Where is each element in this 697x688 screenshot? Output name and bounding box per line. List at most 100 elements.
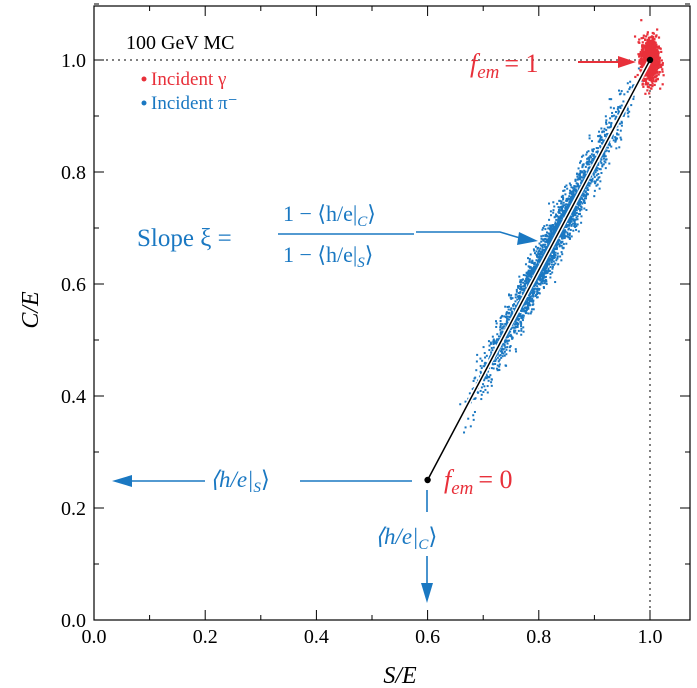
pion-point <box>514 320 517 323</box>
pion-point <box>541 244 544 247</box>
pion-point <box>512 307 515 310</box>
pion-point <box>573 187 576 190</box>
pion-point <box>570 215 573 218</box>
pion-point <box>519 313 522 316</box>
pion-point <box>515 288 518 291</box>
pion-point <box>517 292 520 295</box>
pion-point <box>564 212 567 215</box>
pion-point <box>586 160 589 163</box>
pion-point <box>502 352 505 355</box>
pion-point <box>529 274 532 277</box>
x-tick-label: 1.0 <box>638 626 663 648</box>
pion-point <box>515 322 518 325</box>
pion-point <box>576 201 579 204</box>
pion-point <box>526 300 529 303</box>
pion-point <box>573 209 576 212</box>
x-axis-label: S/E <box>383 663 417 688</box>
pion-point <box>586 183 589 186</box>
pion-point <box>499 317 502 320</box>
pion-point <box>521 319 524 322</box>
pion-point <box>544 248 547 251</box>
pion-point <box>540 278 543 281</box>
gamma-point <box>655 57 658 61</box>
pion-point <box>600 136 603 139</box>
pion-point <box>524 282 527 285</box>
pion-point <box>618 93 621 96</box>
pion-point <box>608 121 611 124</box>
pion-point <box>541 255 544 258</box>
pion-point <box>574 205 577 208</box>
pion-point <box>531 267 534 270</box>
pion-point <box>620 124 623 127</box>
pion-point <box>591 148 594 151</box>
y-tick-label: 0.4 <box>61 386 86 408</box>
pion-point <box>516 323 519 326</box>
pion-point <box>555 247 558 250</box>
pion-point <box>514 296 517 299</box>
pion-point <box>598 176 601 179</box>
pion-point <box>532 287 535 290</box>
gamma-point <box>646 40 649 43</box>
gamma-point <box>641 61 644 64</box>
gamma-point <box>646 77 649 80</box>
pion-point <box>543 279 546 282</box>
pion-point <box>526 298 529 301</box>
gamma-point <box>646 85 649 88</box>
pion-point <box>489 341 492 344</box>
pion-point <box>547 244 550 247</box>
pion-point <box>515 350 518 353</box>
pion-point <box>607 150 610 153</box>
gamma-point <box>645 43 648 46</box>
pion-point <box>595 168 598 171</box>
pion-point <box>573 220 576 223</box>
pion-point <box>568 227 571 230</box>
gamma-point <box>651 82 654 85</box>
pion-point <box>500 348 503 351</box>
fem1-f: f <box>470 49 481 78</box>
pion-point <box>608 126 611 129</box>
pion-point <box>626 112 629 115</box>
gamma-point <box>652 77 655 81</box>
pion-point <box>598 187 601 190</box>
gamma-point <box>643 77 646 80</box>
pion-point <box>544 263 547 266</box>
pion-point <box>606 126 609 129</box>
pion-point <box>542 277 545 280</box>
pion-point <box>568 224 571 227</box>
pion-point <box>597 163 600 166</box>
pion-point <box>485 354 488 357</box>
pion-point <box>566 235 569 238</box>
pion-point <box>500 327 503 330</box>
gamma-point <box>653 37 656 41</box>
pion-point <box>528 292 531 295</box>
pion-point <box>498 354 501 357</box>
pion-point <box>562 196 565 199</box>
pion-point <box>536 285 539 288</box>
gamma-point <box>645 71 648 74</box>
gamma-point <box>640 63 644 66</box>
gamma-point <box>646 33 649 36</box>
pion-point <box>541 278 544 281</box>
hs-sub: S <box>253 480 261 496</box>
pion-point <box>480 386 483 389</box>
hs-close: ⟩ <box>261 467 270 492</box>
pion-point <box>588 158 591 161</box>
pion-point <box>593 180 596 183</box>
pion-point <box>572 197 575 200</box>
pion-point <box>570 224 573 227</box>
gamma-point <box>661 83 664 86</box>
pion-point <box>594 167 597 170</box>
pion-point <box>591 179 594 182</box>
pion-point <box>540 272 543 275</box>
pion-point <box>540 237 543 240</box>
pion-point <box>555 227 558 230</box>
gamma-point <box>656 28 659 31</box>
pion-point <box>546 246 549 249</box>
pion-point <box>616 133 619 136</box>
pion-point <box>599 168 602 171</box>
gamma-point <box>643 50 646 53</box>
gamma-point <box>646 73 649 76</box>
pion-point <box>536 281 539 284</box>
pion-point <box>561 230 564 233</box>
